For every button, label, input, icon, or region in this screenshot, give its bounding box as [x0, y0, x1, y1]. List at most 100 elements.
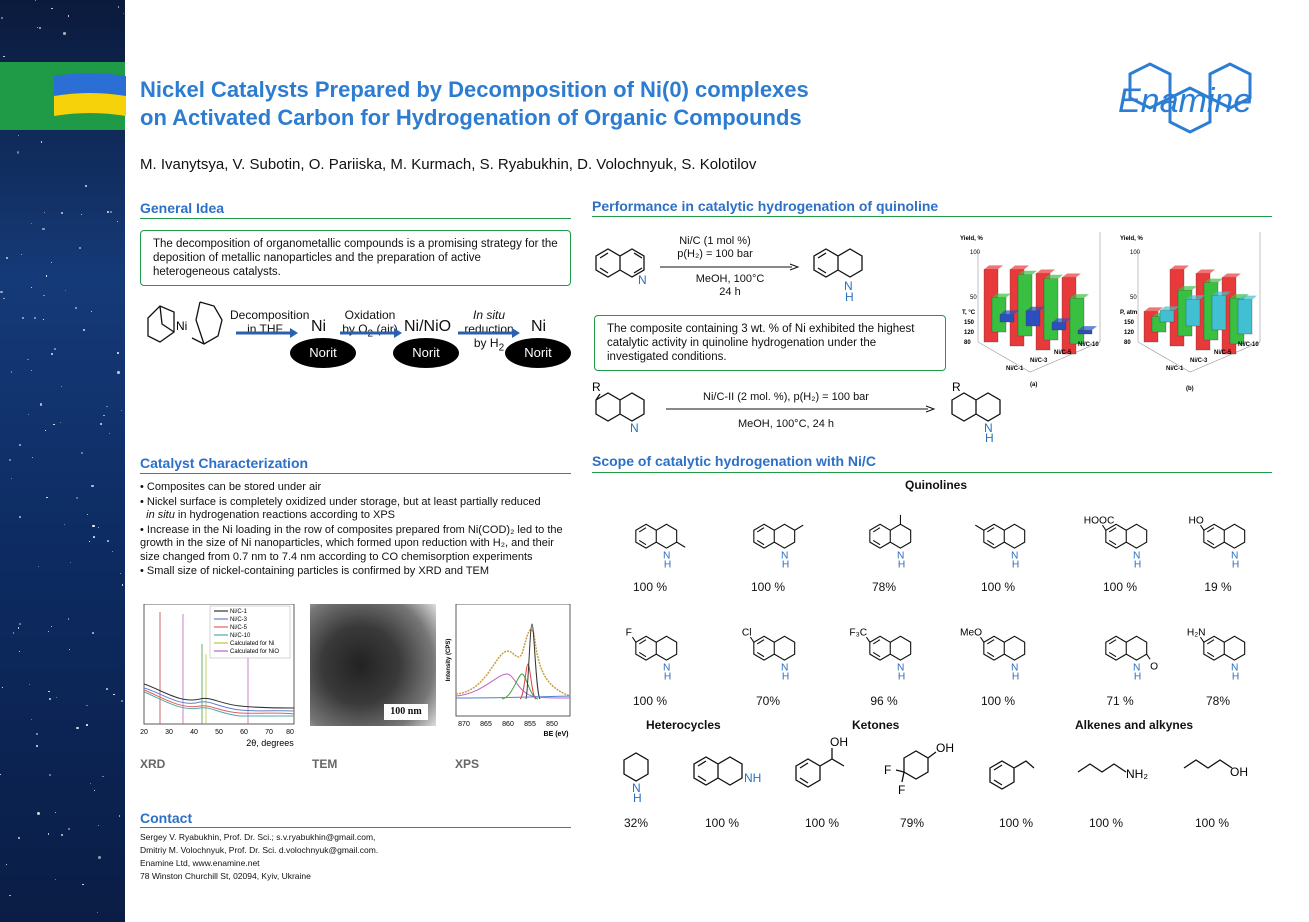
n-atom: N — [781, 550, 788, 561]
series-label: 150 — [964, 320, 975, 326]
star-decoration — [39, 403, 43, 406]
star-decoration — [38, 566, 39, 567]
bar-top — [1070, 294, 1089, 299]
star-decoration — [64, 289, 66, 291]
n-atom: N — [1231, 550, 1238, 561]
yield-value: 100 % — [704, 816, 740, 830]
star-decoration — [17, 135, 19, 137]
oh-group: OH — [830, 735, 848, 749]
xps-tick: 855 — [524, 721, 536, 728]
star-decoration — [0, 290, 3, 293]
n-atom: N — [1011, 662, 1018, 673]
star-decoration — [34, 317, 36, 320]
molecule-structure: NH F — [626, 627, 678, 683]
bar-top — [1238, 295, 1257, 300]
star-decoration — [76, 726, 79, 730]
star-decoration — [98, 856, 101, 859]
star-decoration — [120, 572, 121, 574]
series-label: 120 — [1124, 330, 1135, 336]
molecule-structure: NH HOOC — [1084, 515, 1148, 571]
yield-value: 96 % — [870, 694, 898, 708]
bullet-text: • Nickel surface is completely oxidized … — [140, 495, 541, 508]
molecule-structure: NH H₂N — [1187, 627, 1246, 683]
series-label: 80 — [1124, 340, 1131, 346]
h-atom: H — [664, 672, 671, 683]
yield-value: 32% — [623, 816, 649, 830]
series-label: 80 — [964, 340, 971, 346]
star-decoration — [54, 347, 56, 350]
star-decoration — [69, 649, 70, 651]
h2n-group: H₂N — [1187, 627, 1206, 638]
conditions-bottom: MeOH, 100°C 24 h — [660, 273, 800, 299]
norit-ellipse: Norit — [393, 338, 459, 368]
star-decoration — [27, 358, 29, 361]
star-decoration — [17, 627, 20, 629]
star-decoration — [48, 773, 51, 776]
bar-Ni/C-3-120 — [1017, 274, 1033, 337]
star-decoration — [43, 211, 45, 213]
reaction-arrow-icon — [666, 405, 936, 413]
xrd-tick: 60 — [240, 729, 248, 736]
star-decoration — [106, 405, 108, 408]
bar-top — [1178, 286, 1197, 291]
h-atom: H — [1232, 672, 1239, 683]
star-decoration — [91, 485, 94, 488]
svg-text:Ni: Ni — [176, 319, 187, 333]
bar-Ni/C-5-120 — [1043, 278, 1059, 341]
xps-tick: 860 — [502, 721, 514, 728]
star-decoration — [75, 497, 78, 500]
chart-a-xlabel: T, °C — [962, 310, 976, 316]
xrd-xlabel: 2θ, degrees — [246, 738, 294, 748]
star-decoration — [102, 775, 104, 778]
star-decoration — [68, 828, 70, 830]
oh-group: OH — [1230, 765, 1248, 779]
molecule-structure — [989, 760, 1035, 790]
bar-top — [1052, 318, 1071, 323]
star-decoration — [80, 214, 82, 216]
star-decoration — [20, 253, 22, 255]
bar-Ni/C-10-80 — [1237, 299, 1253, 335]
xps-ylabel: Intensity (CPS) — [446, 639, 452, 682]
star-decoration — [64, 523, 66, 525]
substituted-thq: R N H — [951, 380, 1001, 442]
bar-top — [1036, 269, 1055, 274]
chart-b-ylabel: Yield, % — [1120, 236, 1143, 242]
yield-value: 100 % — [1102, 580, 1138, 594]
bar-top — [984, 265, 1003, 270]
star-decoration — [61, 385, 62, 387]
xrd-legend-entry: Ni/C-10 — [230, 633, 251, 639]
yield-value: 100 % — [998, 816, 1034, 830]
xrd-plot: Ni/C-1 Ni/C-3 Ni/C-5 Ni/C-10 Calculated … — [140, 604, 295, 748]
star-decoration — [51, 7, 53, 10]
ni-label: Ni — [531, 318, 547, 335]
xrd-tick: 20 — [140, 729, 148, 736]
star-decoration — [45, 429, 47, 431]
bar-Ni/C-1-80 — [999, 314, 1015, 323]
star-decoration — [21, 316, 25, 319]
star-decoration — [117, 371, 120, 374]
h-atom: H — [1012, 672, 1019, 683]
star-decoration — [45, 274, 48, 277]
oh-group: OH — [936, 741, 954, 755]
star-decoration — [30, 286, 33, 288]
star-decoration — [10, 371, 13, 373]
cl-group: Cl — [742, 627, 752, 638]
h-atom: H — [845, 290, 854, 304]
star-decoration — [30, 223, 33, 225]
y-tick: 100 — [1130, 250, 1141, 256]
yield-value: 100 % — [632, 580, 668, 594]
n-atom: N — [630, 421, 639, 435]
xrd-tick: 30 — [165, 729, 173, 736]
ni-cod-complex: Ni — [147, 301, 223, 345]
condition-text: Ni/C (1 mol %) — [679, 235, 751, 247]
performance-note: The composite containing 3 wt. % of Ni e… — [594, 315, 946, 371]
star-decoration — [113, 693, 115, 695]
n-atom: N — [1133, 550, 1140, 561]
general-idea-heading: General Idea — [140, 200, 225, 216]
star-decoration — [6, 863, 8, 865]
xrd-tick: 80 — [286, 729, 294, 736]
meo-group: MeO — [960, 627, 982, 638]
star-decoration — [97, 824, 99, 826]
h-atom: H — [1012, 560, 1019, 571]
authors: M. Ivanytsya, V. Subotin, O. Pariiska, M… — [140, 156, 757, 173]
